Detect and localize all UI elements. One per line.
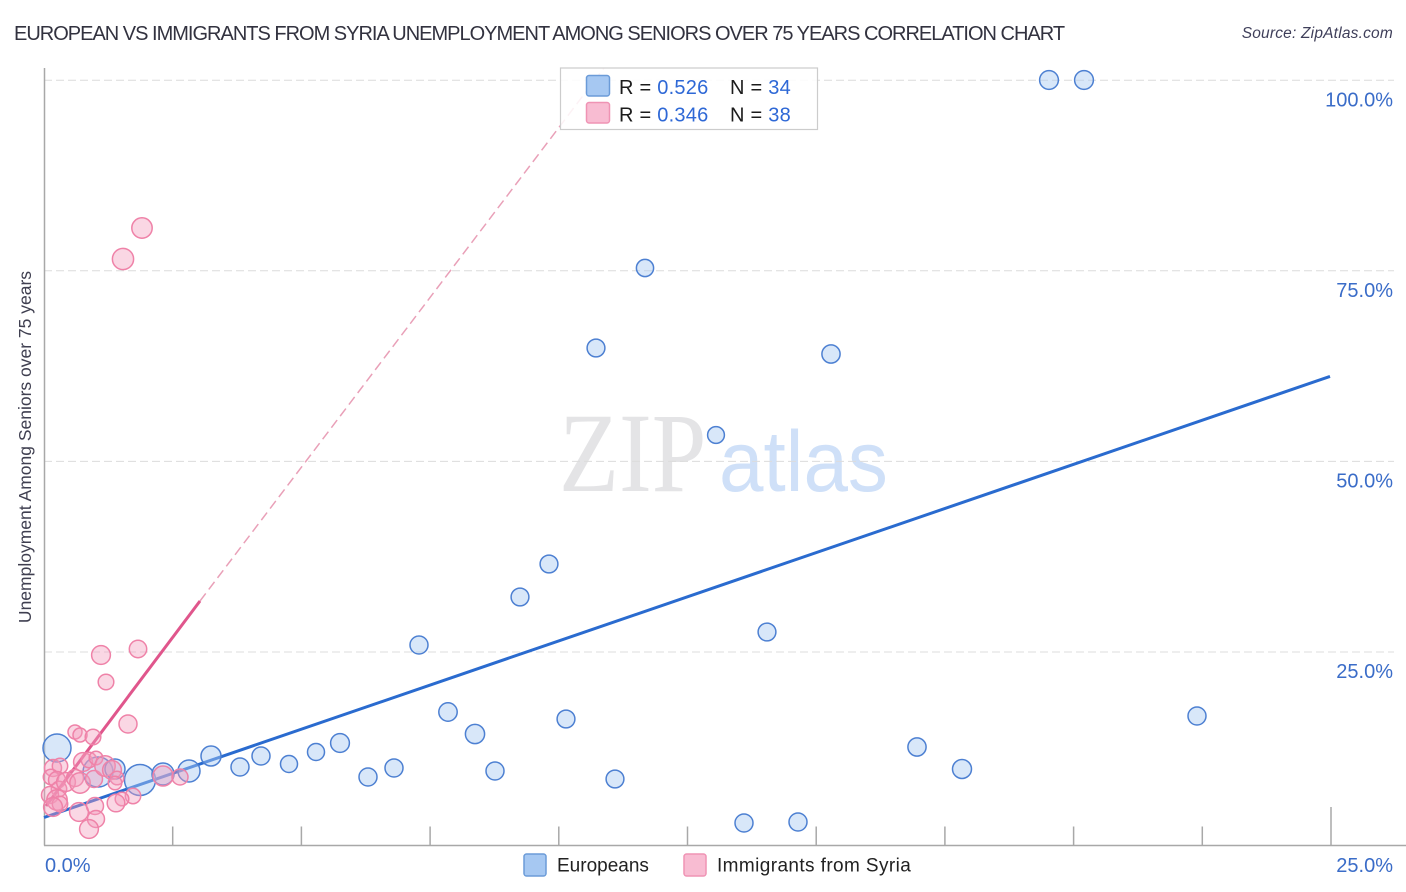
svg-text:25.0%: 25.0%: [1336, 855, 1393, 877]
svg-text:100.0%: 100.0%: [1325, 89, 1393, 111]
svg-text:75.0%: 75.0%: [1336, 280, 1393, 302]
svg-text:Immigrants from Syria: Immigrants from Syria: [717, 856, 911, 877]
svg-text:N = 38: N = 38: [730, 105, 791, 127]
svg-text:Europeans: Europeans: [557, 856, 649, 877]
svg-text:Source: ZipAtlas.com: Source: ZipAtlas.com: [1242, 25, 1393, 42]
svg-text:R = 0.526: R = 0.526: [619, 77, 709, 99]
svg-text:50.0%: 50.0%: [1336, 471, 1393, 493]
svg-text:25.0%: 25.0%: [1336, 661, 1393, 683]
svg-text:ZIP: ZIP: [559, 391, 706, 516]
svg-text:EUROPEAN VS IMMIGRANTS FROM SY: EUROPEAN VS IMMIGRANTS FROM SYRIA UNEMPL…: [14, 23, 1065, 45]
svg-text:Unemployment Among Seniors ove: Unemployment Among Seniors over 75 years: [15, 271, 35, 623]
svg-text:R = 0.346: R = 0.346: [619, 105, 709, 127]
svg-text:N = 34: N = 34: [730, 77, 791, 99]
svg-text:0.0%: 0.0%: [45, 855, 91, 877]
